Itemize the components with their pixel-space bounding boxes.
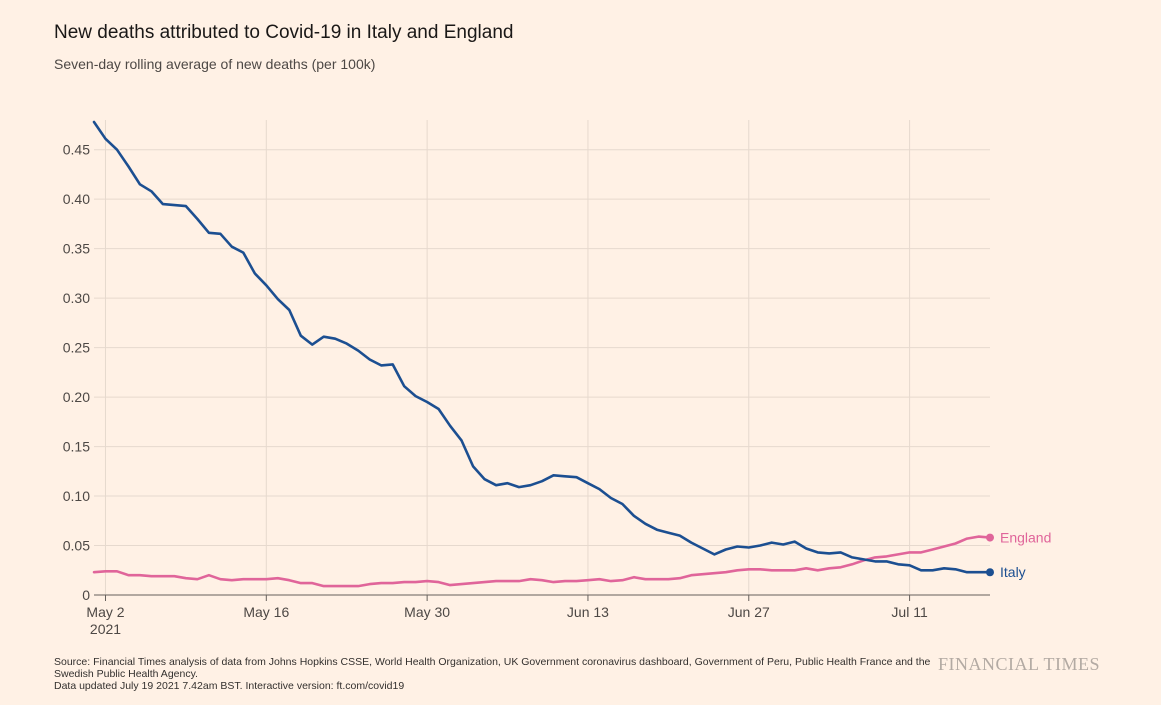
y-tick-label: 0.30 bbox=[63, 290, 90, 306]
x-tick-label: Jun 13 bbox=[567, 604, 609, 620]
updated-note: Data updated July 19 2021 7.42am BST. In… bbox=[54, 680, 405, 692]
series-lines bbox=[92, 120, 994, 588]
y-tick-label: 0.35 bbox=[63, 241, 90, 257]
x-tick-label: Jun 27 bbox=[728, 604, 770, 620]
brand-logo: FINANCIAL TIMES bbox=[938, 654, 1101, 674]
series-end-marker-england bbox=[986, 533, 994, 542]
series-line-italy bbox=[92, 120, 992, 574]
x-tick-label: May 16 bbox=[243, 604, 289, 620]
y-tick-label: 0.10 bbox=[63, 488, 90, 504]
grid bbox=[94, 120, 990, 601]
source-note: Source: Financial Times analysis of data… bbox=[54, 656, 931, 680]
x-tick-label: May 2 bbox=[86, 604, 124, 620]
y-tick-label: 0.15 bbox=[63, 439, 90, 455]
axis-labels: 0 0.05 0.10 0.15 0.20 0.25 0.30 0.35 0.40 0.45 May… bbox=[63, 142, 1052, 637]
y-tick-label: 0 bbox=[82, 587, 90, 603]
series-line-england bbox=[92, 535, 992, 588]
footer: Source: Financial Times analysis of data… bbox=[54, 656, 934, 692]
x-tick-sublabel: 2021 bbox=[90, 621, 121, 637]
x-tick-label: Jul 11 bbox=[891, 604, 928, 620]
x-tick-label: May 30 bbox=[404, 604, 450, 620]
y-tick-label: 0.25 bbox=[63, 340, 90, 356]
chart-subtitle: Seven-day rolling average of new deaths … bbox=[54, 56, 376, 72]
series-label-england: England bbox=[1000, 530, 1051, 546]
y-tick-label: 0.45 bbox=[63, 142, 90, 158]
y-tick-label: 0.40 bbox=[63, 191, 90, 207]
series-end-marker-italy bbox=[986, 568, 994, 577]
y-tick-label: 0.20 bbox=[63, 389, 90, 405]
chart-title: New deaths attributed to Covid-19 in Ita… bbox=[54, 22, 514, 43]
series-label-italy: Italy bbox=[1000, 564, 1026, 580]
y-tick-label: 0.05 bbox=[63, 538, 90, 554]
